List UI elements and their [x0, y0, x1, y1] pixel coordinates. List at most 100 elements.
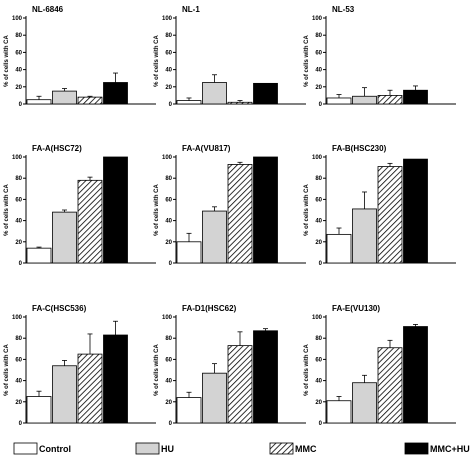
legend-label-control: Control: [39, 444, 71, 454]
bar-hu: [202, 82, 227, 105]
y-tick-label: 80: [315, 33, 322, 39]
chart-panels: NL-6846 % of cells with CA 0 20 40 60 80 100 NL-…: [4, 5, 456, 427]
legend-label-mmc: MMC: [295, 444, 317, 454]
panel-title: FA-D1(HSC62): [182, 304, 237, 313]
panel-1: NL-6846 % of cells with CA 0 20 40 60 80 100: [4, 5, 156, 108]
panel-4: FA-A(HSC72) % of cells with CA 0 20 40 60 80 10…: [4, 144, 156, 267]
panel-title: FA-C(HSC536): [32, 304, 87, 313]
y-tick-label: 100: [12, 155, 23, 161]
bar-mmc: [377, 95, 403, 105]
y-tick-label: 80: [315, 336, 322, 342]
bar-mmc-hu: [103, 334, 128, 424]
y-axis-label: % of cells with CA: [154, 184, 160, 236]
bar-mmc: [377, 166, 403, 264]
bar-mmc-hu: [403, 326, 428, 424]
legend-swatch-hu: [135, 442, 160, 455]
y-tick-label: 40: [165, 219, 172, 225]
y-axis-label: % of cells with CA: [154, 344, 160, 396]
y-tick-label: 20: [15, 400, 22, 406]
panel-title: NL-6846: [32, 5, 64, 14]
y-tick-label: 0: [319, 102, 323, 108]
legend-swatch-mmc-hu: [404, 442, 429, 455]
bar-control: [176, 100, 202, 105]
bar-control: [26, 99, 52, 105]
y-tick-label: 60: [15, 50, 22, 56]
bar-hu: [52, 211, 77, 264]
y-tick-label: 40: [315, 379, 322, 385]
y-tick-label: 60: [315, 197, 322, 203]
y-tick-label: 20: [15, 85, 22, 91]
y-tick-label: 80: [15, 33, 22, 39]
bar-mmc: [227, 101, 253, 105]
bar-mmc: [77, 179, 103, 264]
bar-control: [26, 247, 52, 264]
y-tick-label: 20: [15, 240, 22, 246]
panel-5: FA-A(VU817) % of cells with CA 0 20 40 60 80 10…: [154, 144, 306, 267]
bar-hu: [352, 95, 377, 105]
y-tick-label: 20: [165, 240, 172, 246]
legend-label-hu: HU: [161, 444, 174, 454]
y-axis-label: % of cells with CA: [4, 344, 10, 396]
y-tick-label: 0: [169, 102, 173, 108]
bar-mmc-hu: [103, 156, 128, 264]
y-tick-label: 80: [315, 176, 322, 182]
y-tick-label: 20: [165, 85, 172, 91]
y-tick-label: 80: [165, 176, 172, 182]
bar-mmc-hu: [103, 82, 128, 105]
bar-hu: [352, 382, 377, 424]
bar-hu: [202, 210, 227, 264]
y-tick-label: 80: [165, 33, 172, 39]
y-tick-label: 100: [162, 315, 173, 321]
bar-hu: [352, 208, 377, 264]
bar-control: [176, 241, 202, 264]
bar-hu: [202, 372, 227, 424]
y-axis-label: % of cells with CA: [154, 35, 160, 87]
y-tick-label: 0: [19, 421, 23, 427]
y-tick-label: 20: [165, 400, 172, 406]
y-tick-label: 40: [15, 68, 22, 74]
bar-mmc: [77, 353, 103, 424]
y-axis-label: % of cells with CA: [4, 184, 10, 236]
y-tick-label: 0: [319, 261, 323, 267]
y-tick-label: 80: [165, 336, 172, 342]
bar-control: [176, 397, 202, 424]
bar-control: [326, 400, 352, 424]
bar-mmc: [377, 347, 403, 424]
legend-label-mmc-hu: MMC+HU: [430, 444, 470, 454]
bar-control: [326, 97, 352, 105]
panel-3: NL-53 % of cells with CA 0 20 40 60 80 100: [304, 5, 456, 108]
bar-mmc-hu: [403, 158, 428, 264]
panel-title: FA-E(VU130): [332, 304, 380, 313]
y-tick-label: 40: [15, 219, 22, 225]
y-tick-label: 0: [169, 261, 173, 267]
panel-2: NL-1 % of cells with CA 0 20 40 60 80 100: [154, 5, 306, 108]
bar-hu: [52, 90, 77, 105]
bar-mmc-hu: [253, 82, 278, 105]
y-tick-label: 60: [15, 197, 22, 203]
bar-mmc: [77, 96, 103, 105]
y-tick-label: 100: [312, 16, 323, 22]
y-tick-label: 40: [315, 219, 322, 225]
y-tick-label: 20: [315, 240, 322, 246]
panel-title: NL-1: [182, 5, 200, 14]
y-tick-label: 20: [315, 400, 322, 406]
y-tick-label: 40: [315, 68, 322, 74]
bar-mmc: [227, 164, 253, 264]
bar-control: [26, 396, 52, 424]
bar-hu: [52, 365, 77, 424]
y-tick-label: 20: [315, 85, 322, 91]
y-tick-label: 100: [12, 315, 23, 321]
y-axis-label: % of cells with CA: [304, 344, 310, 396]
panel-title: FA-B(HSC230): [332, 144, 387, 153]
y-tick-label: 60: [165, 197, 172, 203]
y-tick-label: 80: [15, 336, 22, 342]
y-tick-label: 40: [165, 68, 172, 74]
bar-mmc-hu: [253, 330, 278, 424]
bar-control: [326, 233, 352, 264]
y-tick-label: 80: [15, 176, 22, 182]
bar-mmc-hu: [253, 156, 278, 264]
y-tick-label: 0: [319, 421, 323, 427]
panel-8: FA-D1(HSC62) % of cells with CA 0 20 40 60 80 1…: [154, 304, 306, 427]
y-tick-label: 0: [19, 102, 23, 108]
